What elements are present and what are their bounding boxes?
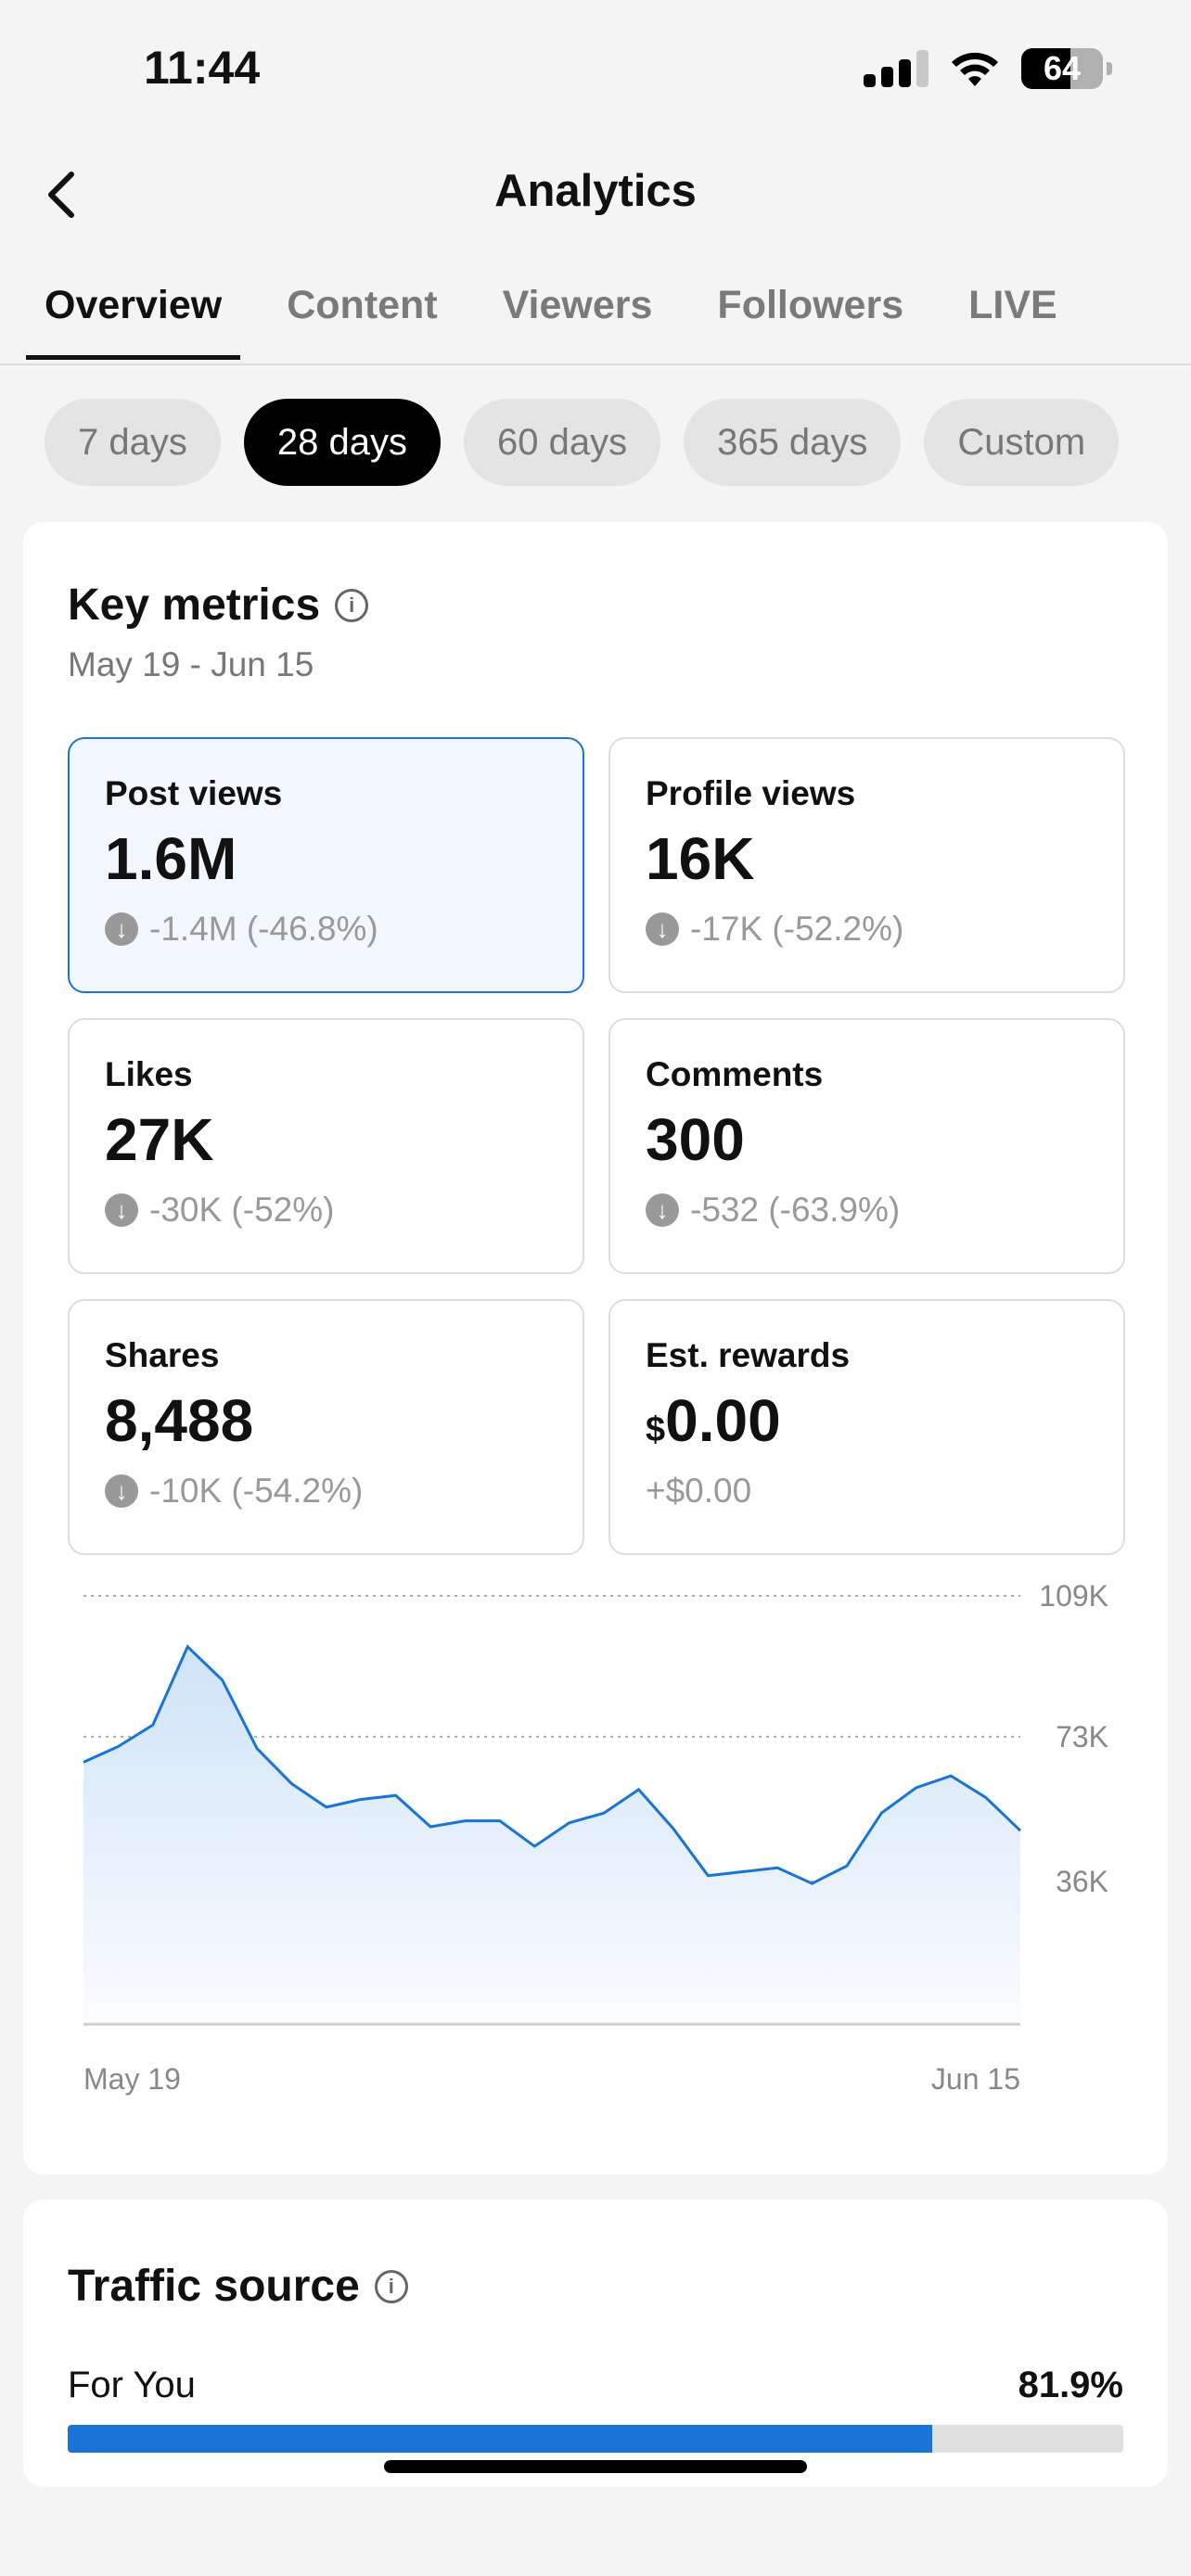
tab-bar: Overview Content Viewers Followers LIVE: [25, 283, 1057, 360]
tab-followers[interactable]: Followers: [717, 283, 904, 327]
divider: [0, 363, 1191, 365]
metrics-grid: Post views 1.6M ↓ -1.4M (-46.8%) Profile vi…: [68, 737, 1125, 1555]
info-icon[interactable]: i: [374, 2269, 408, 2303]
arrow-down-icon: ↓: [105, 1474, 138, 1508]
tab-viewers[interactable]: Viewers: [502, 283, 653, 327]
range-28-days[interactable]: 28 days: [243, 399, 441, 486]
metric-est-rewards[interactable]: Est. rewards $0.00 +$0.00: [608, 1299, 1125, 1555]
metric-value: 27K: [105, 1106, 214, 1173]
range-custom[interactable]: Custom: [924, 399, 1120, 486]
y-tick-label: 109K: [1039, 1579, 1108, 1613]
arrow-down-icon: ↓: [105, 1193, 138, 1227]
page-title: Analytics: [494, 166, 697, 216]
metric-delta: -17K (-52.2%): [690, 910, 904, 948]
traffic-label: For You: [68, 2365, 196, 2405]
status-time: 11:44: [144, 42, 261, 94]
y-tick-label: 73K: [1056, 1720, 1108, 1753]
series-line: [83, 1644, 1022, 1885]
key-metrics-title: Key metrics: [68, 580, 321, 630]
x-tick-label: May 19: [83, 2062, 181, 2096]
metric-post-views[interactable]: Post views 1.6M ↓ -1.4M (-46.8%): [68, 737, 584, 993]
tab-live[interactable]: LIVE: [968, 283, 1057, 327]
metric-delta: -10K (-54.2%): [149, 1472, 364, 1510]
home-indicator: [384, 2460, 807, 2473]
arrow-down-icon: ↓: [105, 912, 138, 946]
traffic-row-for-you: For You 81.9%: [68, 2365, 1123, 2406]
metric-delta: -30K (-52%): [149, 1191, 335, 1229]
info-icon[interactable]: i: [335, 588, 369, 622]
range-60-days[interactable]: 60 days: [463, 399, 661, 486]
metric-comments[interactable]: Comments 300 ↓ -532 (-63.9%): [608, 1018, 1125, 1274]
traffic-source-card: Traffic source i For You 81.9%: [23, 2200, 1168, 2487]
currency-symbol: $: [646, 1410, 666, 1449]
chevron-left-icon: [48, 172, 74, 218]
traffic-source-title: Traffic source: [68, 2262, 360, 2311]
arrow-down-icon: ↓: [646, 912, 679, 946]
traffic-value: 81.9%: [1018, 2365, 1123, 2405]
traffic-progress-bar: [68, 2425, 1123, 2453]
metric-shares[interactable]: Shares 8,488 ↓ -10K (-54.2%): [68, 1299, 584, 1555]
tab-content[interactable]: Content: [287, 283, 438, 327]
post-views-chart: 109K 73K 36K May 19 Jun 15: [83, 1579, 1108, 2096]
range-7-days[interactable]: 7 days: [45, 399, 221, 486]
back-button[interactable]: [42, 167, 79, 232]
date-range-selector: 7 days 28 days 60 days 365 days Custom: [45, 399, 1120, 486]
tab-overview[interactable]: Overview: [25, 283, 241, 360]
metric-profile-views[interactable]: Profile views 16K ↓ -17K (-52.2%): [608, 737, 1125, 993]
metric-value: 0.00: [665, 1387, 781, 1454]
status-icons: 64: [864, 48, 1112, 89]
range-365-days[interactable]: 365 days: [684, 399, 902, 486]
battery-icon: 64: [1021, 48, 1112, 89]
metric-label: Comments: [646, 1055, 824, 1093]
metric-value: 16K: [646, 825, 755, 892]
x-tick-label: Jun 15: [931, 2062, 1020, 2096]
key-metrics-card: Key metrics i May 19 - Jun 15 Post views 1…: [23, 522, 1168, 2174]
metric-label: Est. rewards: [646, 1336, 851, 1374]
metric-delta: -1.4M (-46.8%): [149, 910, 378, 948]
wifi-icon: [952, 52, 998, 86]
metric-label: Profile views: [646, 774, 856, 812]
metric-label: Likes: [105, 1055, 193, 1093]
metric-delta: +$0.00: [646, 1472, 752, 1510]
signal-icon: [864, 50, 928, 87]
metric-value: 300: [646, 1106, 745, 1173]
metric-value: 1.6M: [105, 825, 237, 892]
metric-likes[interactable]: Likes 27K ↓ -30K (-52%): [68, 1018, 584, 1274]
metric-label: Shares: [105, 1336, 220, 1374]
metric-label: Post views: [105, 774, 283, 812]
metric-delta: -532 (-63.9%): [690, 1191, 901, 1229]
y-tick-label: 36K: [1056, 1865, 1108, 1898]
metric-value: 8,488: [105, 1387, 254, 1454]
date-range-label: May 19 - Jun 15: [68, 645, 314, 683]
arrow-down-icon: ↓: [646, 1193, 679, 1227]
